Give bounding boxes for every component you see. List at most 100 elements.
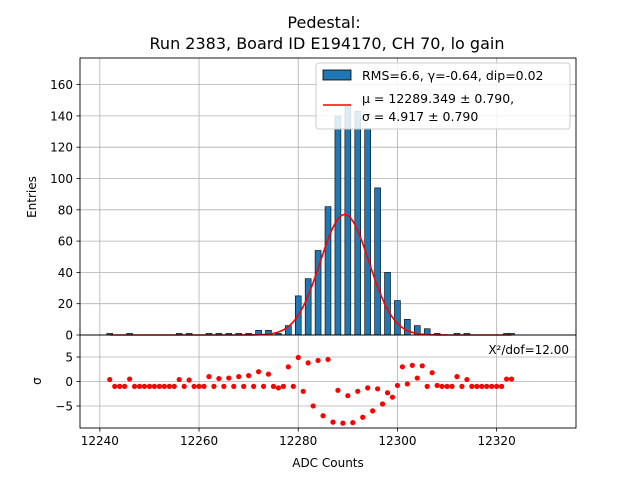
residual-point (499, 383, 505, 389)
x-axis-label: ADC Counts (292, 456, 364, 470)
histogram-bar (374, 187, 381, 336)
y-tick-label: 20 (58, 297, 73, 311)
legend-box (315, 62, 571, 130)
residual-point (236, 374, 242, 380)
residual-point (399, 364, 405, 370)
residual-point (439, 383, 445, 389)
residual-point (310, 403, 316, 409)
residual-point (365, 385, 371, 391)
residual-y-tick-label: 5 (65, 351, 73, 365)
residual-point (260, 383, 267, 389)
main-y-axis-ticks: 0 20 40 60 80 100 120 140 160 (50, 78, 80, 343)
y-tick-label: 40 (58, 266, 73, 280)
histogram-bar (304, 278, 312, 336)
histogram-bar (344, 106, 352, 336)
residual-point (251, 383, 257, 389)
histogram-bar (334, 115, 342, 336)
histogram-bar (394, 300, 401, 336)
residual-point (454, 374, 460, 380)
residual-point (127, 376, 133, 382)
residual-point (206, 374, 212, 380)
residual-point (107, 376, 113, 383)
legend-swatch-histogram (322, 69, 352, 81)
residual-point (275, 385, 281, 391)
residual-point (419, 363, 425, 369)
residual-point (379, 401, 386, 407)
residual-point (201, 383, 207, 389)
residual-point (494, 383, 500, 389)
y-axis-label: Entries (25, 176, 39, 218)
residual-point (345, 393, 351, 399)
residual-point (370, 408, 376, 414)
residual-point (459, 383, 465, 389)
x-tick-label: 12240 (81, 434, 119, 448)
histogram-bars (106, 106, 515, 336)
residual-point (171, 383, 177, 389)
histogram-bar (324, 206, 332, 336)
residual-point (280, 383, 286, 389)
histogram-bar (364, 128, 371, 336)
residual-point (474, 383, 480, 389)
residual-y-tick-label: 0 (65, 375, 73, 389)
residual-point (136, 383, 143, 389)
residual-point (122, 383, 128, 389)
x-tick-label: 12320 (478, 434, 516, 448)
y-tick-label: 100 (50, 172, 73, 186)
residual-point (196, 383, 202, 389)
residual-point (429, 370, 435, 376)
residual-point (335, 387, 341, 393)
y-tick-label: 0 (65, 329, 73, 343)
residual-point (246, 373, 252, 379)
y-tick-label: 80 (58, 203, 73, 217)
residual-point (434, 382, 440, 389)
y-tick-label: 120 (50, 141, 73, 155)
residual-point (355, 388, 361, 394)
residual-point (295, 354, 301, 361)
y-tick-label: 60 (58, 235, 73, 249)
residual-point (389, 394, 396, 400)
residual-point (166, 383, 172, 389)
residual-point (350, 420, 356, 426)
residual-point (384, 390, 391, 396)
residual-point (320, 413, 326, 419)
residual-point (270, 383, 277, 389)
residual-point (216, 375, 222, 382)
residual-point (479, 383, 485, 389)
residual-point (221, 383, 227, 389)
residual-point (141, 383, 148, 389)
y-tick-label: 140 (50, 109, 73, 123)
y-tick-label: 160 (50, 78, 73, 92)
residual-point (404, 381, 410, 387)
residual-point (146, 383, 153, 389)
residual-point (117, 383, 123, 389)
residual-point (489, 383, 495, 389)
x-tick-label: 12280 (279, 434, 317, 448)
residual-point (211, 383, 217, 389)
residual-point (241, 383, 247, 389)
residual-point (131, 383, 138, 389)
residual-point (300, 388, 306, 394)
residual-point (161, 383, 167, 389)
residual-point (464, 376, 470, 383)
chart-title: Pedestal: (287, 13, 360, 32)
residual-point (503, 376, 510, 382)
chart-subtitle: Run 2383, Board ID E194170, CH 70, lo ga… (150, 34, 505, 53)
residual-point (444, 383, 450, 389)
residual-point (394, 382, 401, 389)
residual-point (285, 364, 291, 370)
residual-point (176, 376, 182, 383)
residual-point (424, 383, 430, 389)
legend-label-histogram: RMS=6.6, γ=-0.64, dip=0.02 (362, 68, 544, 83)
residual-point (375, 386, 381, 392)
x-tick-label: 12300 (378, 434, 416, 448)
residual-point (231, 383, 237, 389)
residual-point (305, 360, 311, 366)
residual-point (340, 420, 346, 426)
residual-point (265, 371, 272, 377)
residual-point (414, 375, 420, 381)
residual-point (290, 383, 296, 389)
x-axis-ticks: 12240 12260 12280 12300 12320 (81, 428, 516, 448)
x-tick-label: 12260 (180, 434, 218, 448)
